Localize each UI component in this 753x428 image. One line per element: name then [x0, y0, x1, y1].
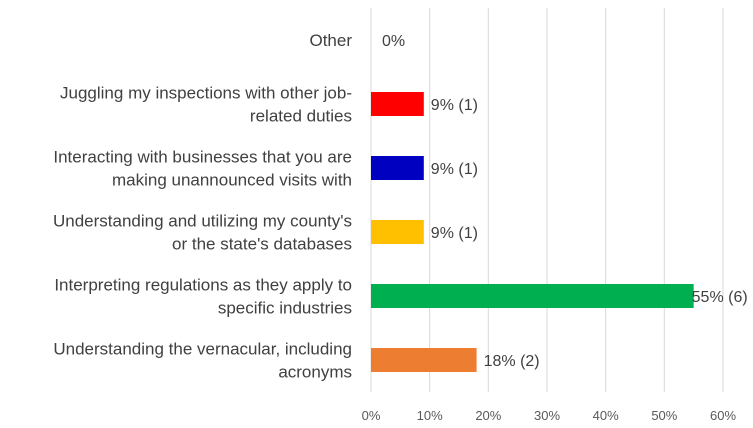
- data-label: 55% (6): [692, 289, 748, 306]
- data-label: 9% (1): [431, 225, 478, 242]
- category-label-line: Understanding the vernacular, including: [53, 340, 352, 359]
- category-label: Interpreting regulations as they apply t…: [54, 276, 352, 318]
- category-label-line: Interpreting regulations as they apply t…: [54, 276, 352, 295]
- category-label-line: Other: [309, 31, 352, 50]
- category-label: Understanding and utilizing my county's o…: [53, 212, 352, 254]
- data-label: 9% (1): [431, 97, 478, 114]
- bar: [371, 284, 694, 308]
- category-label-line: acronyms: [278, 363, 352, 382]
- x-tick-label: 20%: [475, 408, 501, 423]
- bar: [371, 220, 424, 244]
- category-label: Juggling my inspections with other job-r…: [60, 84, 352, 126]
- category-label-line: related duties: [250, 107, 352, 126]
- x-tick-label: 0%: [362, 408, 381, 423]
- category-label: Interacting with businesses that you are…: [53, 148, 352, 190]
- bar: [371, 92, 424, 116]
- data-label: 18% (2): [484, 353, 540, 370]
- gridlines: [370, 8, 724, 392]
- x-tick-label: 40%: [593, 408, 619, 423]
- category-label-line: Interacting with businesses that you are: [53, 148, 352, 167]
- bar: [371, 156, 424, 180]
- data-label: 9% (1): [431, 161, 478, 178]
- data-label: 0%: [382, 33, 405, 50]
- category-label: Understanding the vernacular, including a…: [53, 340, 352, 382]
- x-tick-label: 50%: [651, 408, 677, 423]
- category-label-line: Juggling my inspections with other job-: [60, 84, 352, 103]
- category-label-line: Understanding and utilizing my county's: [53, 212, 352, 231]
- category-label-line: specific industries: [218, 299, 352, 318]
- category-label-line: making unannounced visits with: [112, 171, 352, 190]
- category-label-line: or the state's databases: [172, 235, 352, 254]
- bar: [371, 348, 477, 372]
- x-tick-label: 10%: [417, 408, 443, 423]
- x-tick-label: 30%: [534, 408, 560, 423]
- category-label: Other: [309, 31, 352, 50]
- x-tick-label: 60%: [710, 408, 736, 423]
